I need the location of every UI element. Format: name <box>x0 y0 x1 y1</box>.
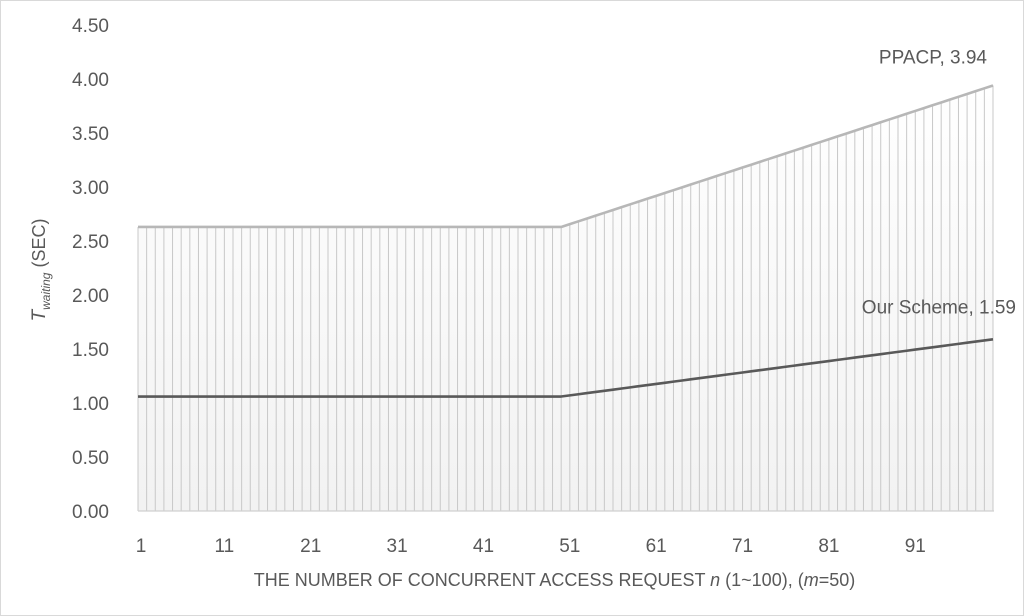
y-tick-label: 1.00 <box>72 394 109 415</box>
fill-area <box>138 85 993 511</box>
series-line-ppacp <box>138 84 994 229</box>
x-tick-label: 41 <box>473 536 494 557</box>
y-tick-label: 2.00 <box>72 286 109 307</box>
y-tick-label: 4.50 <box>72 16 109 37</box>
x-tick-label: 71 <box>732 536 753 557</box>
x-tick-label: 61 <box>646 536 667 557</box>
y-tick-label: 4.00 <box>72 70 109 91</box>
area-fill <box>138 85 993 511</box>
x-tick-label: 11 <box>214 536 234 557</box>
y-tick-label: 2.50 <box>72 232 109 253</box>
data-label-our-scheme: Our Scheme, 1.59 <box>862 297 1016 318</box>
labels: PPACP, 3.94 Our Scheme, 1.59 THE NUMBER OF… <box>29 47 1016 590</box>
series-line-our-scheme <box>138 337 994 398</box>
y-axis-label: Twaiting (SEC) <box>29 219 53 322</box>
x-axis-label: THE NUMBER OF CONCURRENT ACCESS REQUEST … <box>254 570 855 590</box>
x-tick-label: 91 <box>905 536 926 557</box>
y-tick-label: 1.50 <box>72 340 109 361</box>
y-tick-label: 0.50 <box>72 448 109 469</box>
data-label-ppacp: PPACP, 3.94 <box>879 47 988 68</box>
drop-lines <box>137 85 994 511</box>
y-tick-label: 0.00 <box>72 502 109 523</box>
y-tick-label: 3.00 <box>72 178 109 199</box>
x-tick-label: 31 <box>387 536 408 557</box>
series-lines <box>138 84 994 398</box>
x-tick-label: 21 <box>300 536 321 557</box>
x-tick-label: 81 <box>818 536 839 557</box>
axes: 0.00 0.50 1.00 1.50 2.00 2.50 3.00 3.50 4.00 4.50… <box>72 16 994 557</box>
x-tick-label: 51 <box>559 536 580 557</box>
y-tick-label: 3.50 <box>72 124 109 145</box>
x-tick-label: 1 <box>136 536 147 557</box>
